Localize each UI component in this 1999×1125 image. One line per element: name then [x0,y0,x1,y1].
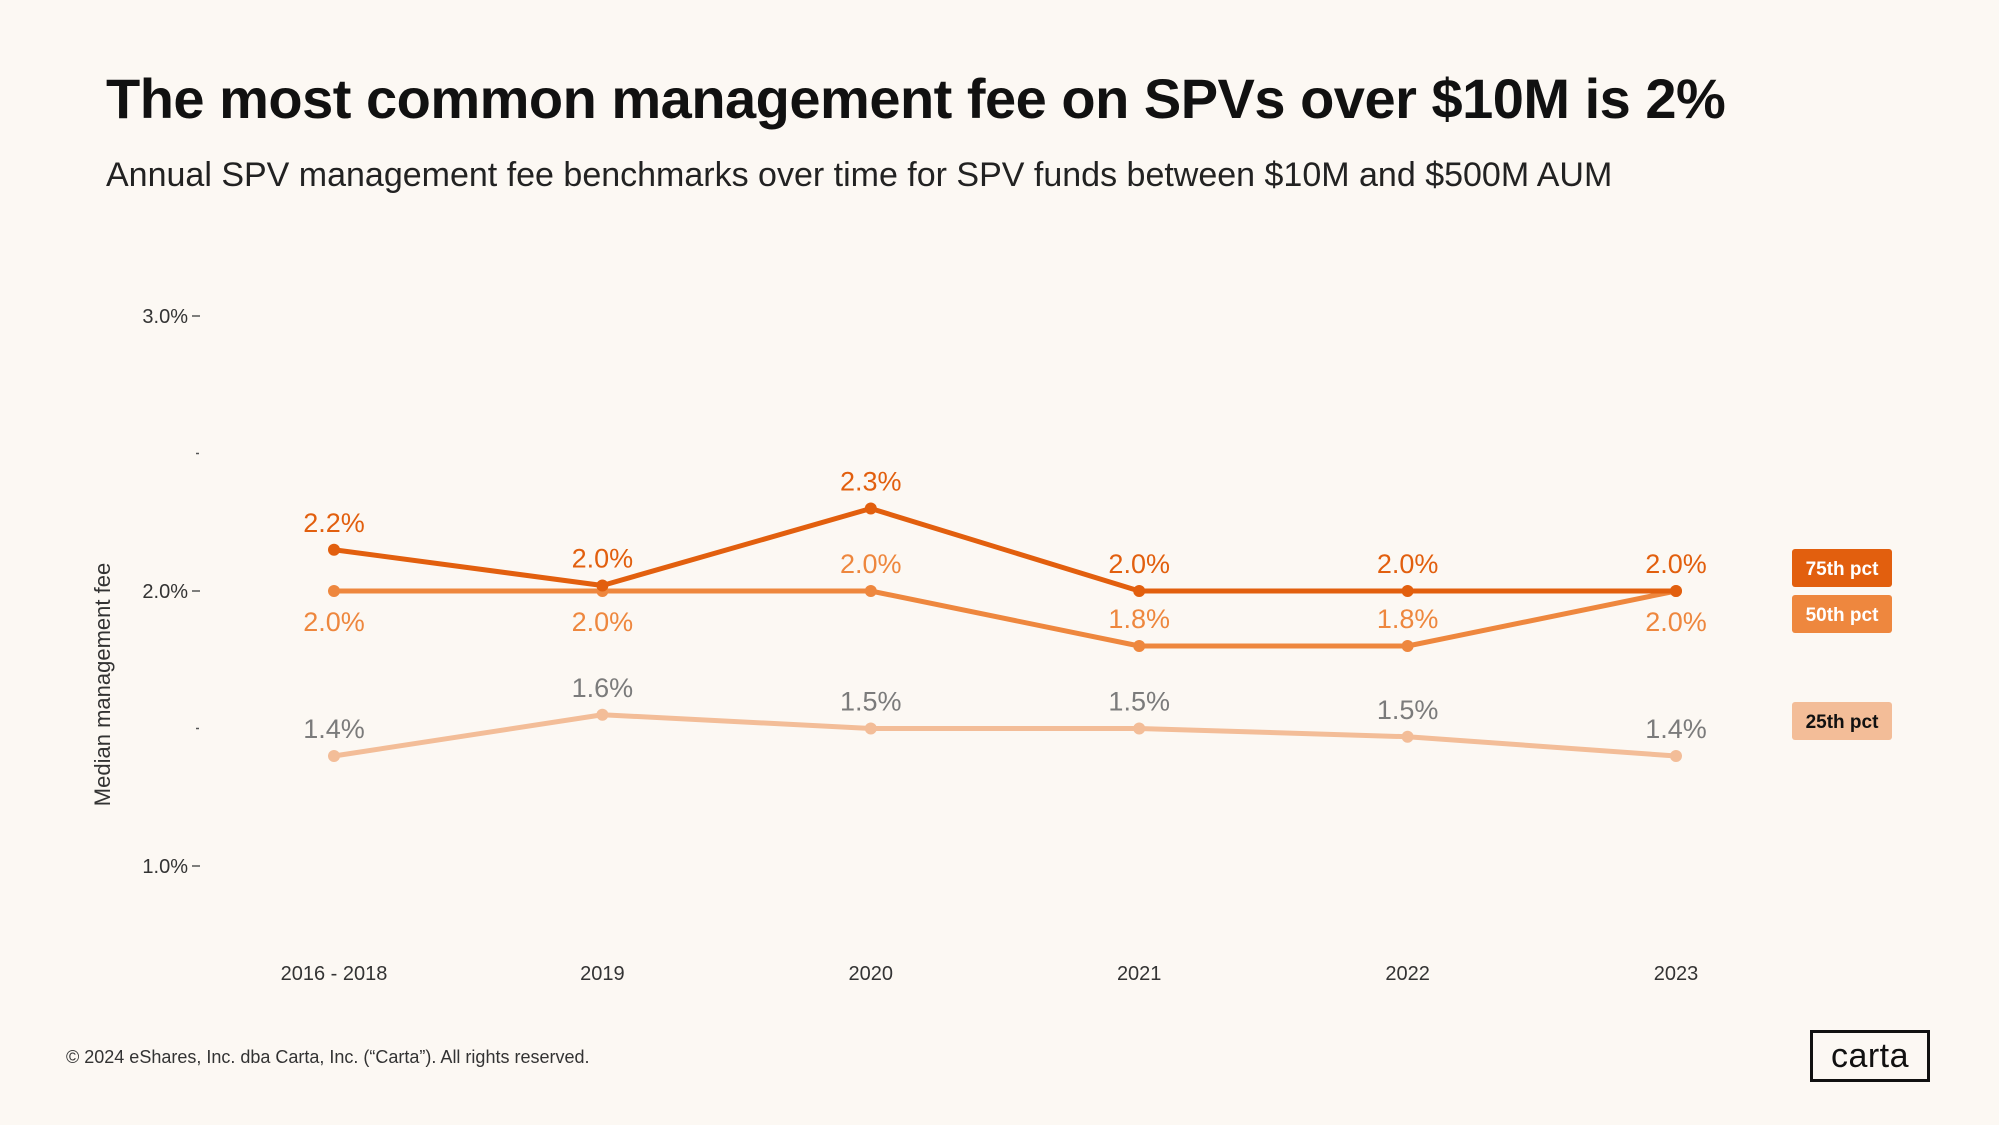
data-label: 2.0% [572,607,634,637]
y-tick-label: 2.0% [142,581,188,603]
legend-label: 25th pct [1806,712,1880,733]
data-point[interactable] [328,543,340,556]
x-tick-label: 2020 [849,963,894,985]
data-label: 1.5% [1377,695,1439,725]
data-point[interactable] [328,585,340,597]
data-point[interactable] [864,585,877,597]
data-label: 2.0% [572,544,634,574]
carta-logo[interactable]: carta [1810,1030,1930,1082]
data-label: 1.8% [1108,604,1170,634]
data-label: 1.4% [303,714,365,744]
data-point[interactable] [1670,585,1682,597]
data-point[interactable] [1133,722,1146,735]
data-label: 2.0% [1108,549,1170,579]
page-subtitle: Annual SPV management fee benchmarks ove… [106,156,1613,194]
data-label: 2.0% [1645,607,1707,637]
page-title: The most common management fee on SPVs o… [106,67,1726,130]
y-tick-label: 1.0% [142,856,188,878]
data-point[interactable] [328,750,340,762]
data-point[interactable] [1401,585,1414,597]
data-label: 2.0% [840,549,902,579]
data-point[interactable] [1133,585,1146,597]
data-label: 1.5% [1108,687,1170,717]
data-label: 2.3% [840,467,902,497]
x-tick-label: 2022 [1385,963,1430,985]
series-line-75th-pct [331,506,1679,594]
y-tick-label: 3.0% [142,306,188,328]
data-label: 1.8% [1377,604,1439,634]
y-axis-title: Median management fee [90,563,115,806]
data-label: 1.5% [840,687,902,717]
x-tick-label: 2016 - 2018 [281,963,388,985]
data-label: 1.6% [572,673,634,703]
legend-swatch [1792,595,1892,633]
data-point[interactable] [596,708,609,721]
data-label: 2.0% [1645,549,1707,579]
data-point[interactable] [1670,750,1682,762]
data-point[interactable] [1133,640,1146,652]
legend-label: 75th pct [1806,559,1880,580]
data-point[interactable] [864,722,877,735]
data-point[interactable] [1401,640,1414,652]
x-tick-label: 2023 [1654,963,1699,985]
data-label: 1.4% [1645,714,1707,744]
data-label: 2.0% [1377,549,1439,579]
legend-swatch [1792,702,1892,740]
data-label: 2.2% [303,508,365,538]
series-line-25th-pct [331,712,1679,759]
copyright-footer: © 2024 eShares, Inc. dba Carta, Inc. (“C… [66,1047,590,1067]
legend-swatch [1792,549,1892,587]
data-point[interactable] [864,502,877,515]
legend-label: 50th pct [1806,605,1880,626]
data-point[interactable] [1401,730,1414,743]
data-label: 2.0% [303,607,365,637]
data-point[interactable] [596,579,609,592]
x-tick-label: 2019 [580,963,625,985]
x-tick-label: 2021 [1117,963,1162,985]
series-line-50th-pct [331,588,1679,649]
